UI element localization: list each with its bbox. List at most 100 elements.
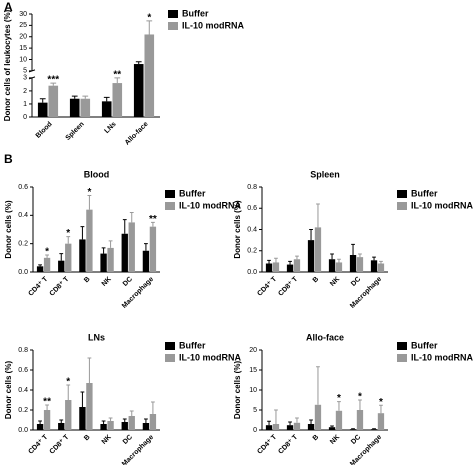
bar xyxy=(293,259,301,272)
significance-label: ** xyxy=(43,397,51,408)
x-tick-label: CD8⁺ T xyxy=(49,433,71,455)
bar xyxy=(307,424,315,430)
error-bar xyxy=(38,420,42,424)
error-bar xyxy=(295,417,299,423)
x-tick-label: DC xyxy=(350,434,362,446)
x-tick-label: Blood xyxy=(35,121,54,140)
legend-label: IL-10 modRNA xyxy=(182,20,245,30)
bar xyxy=(48,85,59,117)
bar xyxy=(65,400,72,430)
y-axis-label: Donor cells of leukocytes (%) xyxy=(3,9,12,121)
bar xyxy=(65,243,72,272)
error-bar xyxy=(358,399,362,410)
bar xyxy=(149,226,157,272)
legend-swatch xyxy=(397,354,407,362)
bar xyxy=(149,414,157,430)
y-tick-label: 15 xyxy=(249,367,257,374)
bar xyxy=(272,424,280,430)
significance-label: * xyxy=(66,377,70,388)
error-bar xyxy=(358,253,362,258)
error-bar xyxy=(66,384,71,400)
y-tick-label: 0.8 xyxy=(18,347,28,354)
legend-swatch xyxy=(168,22,178,30)
legend-label: IL-10 modRNA xyxy=(179,352,242,362)
y-tick-label: 10 xyxy=(249,387,257,394)
x-tick-label: Spleen xyxy=(65,121,86,142)
x-tick-label: CD4⁺ T xyxy=(256,433,278,455)
error-bar xyxy=(144,243,148,251)
y-tick-label: 0.0 xyxy=(18,269,28,276)
bar xyxy=(307,240,315,272)
x-tick-label: CD8⁺ T xyxy=(277,275,299,297)
x-tick-label: NK xyxy=(101,434,113,446)
x-tick-label: DC xyxy=(122,434,134,446)
bar xyxy=(370,429,378,430)
x-tick-label: Allo-face xyxy=(124,121,150,147)
y-tick-label: 0 xyxy=(253,427,257,434)
chart-title: Blood xyxy=(84,169,110,179)
y-tick-label: 0.4 xyxy=(247,226,257,233)
y-tick-label: 0 xyxy=(23,114,27,121)
bar xyxy=(349,429,357,430)
bar xyxy=(377,263,385,272)
error-bar xyxy=(274,257,278,263)
legend-label: IL-10 modRNA xyxy=(179,200,242,210)
bar xyxy=(107,247,114,272)
y-tick-label: 0.4 xyxy=(18,212,28,219)
y-axis-label: Donor cells (%) xyxy=(233,361,242,420)
error-bar xyxy=(80,391,85,407)
y-tick-label: 10 xyxy=(19,56,27,63)
x-tick-label: DC xyxy=(350,276,362,288)
x-tick-label: NK xyxy=(329,276,341,288)
bar xyxy=(272,262,280,272)
y-tick-label: 15 xyxy=(19,45,27,52)
significance-label: * xyxy=(66,228,70,239)
y-tick-label: 0.2 xyxy=(18,407,28,414)
error-bar xyxy=(288,260,292,265)
significance-label: * xyxy=(358,392,362,403)
legend-label: IL-10 modRNA xyxy=(411,200,474,210)
bar xyxy=(335,262,343,272)
bar xyxy=(121,422,128,430)
error-bar xyxy=(39,98,46,103)
bar xyxy=(69,98,80,117)
bar xyxy=(265,425,273,430)
bar xyxy=(36,424,44,430)
panel-label: B xyxy=(4,152,13,166)
x-tick-label: CD4⁺ T xyxy=(27,433,49,455)
y-tick-label: 3 xyxy=(23,75,27,82)
bar xyxy=(314,227,322,272)
error-bar xyxy=(135,61,142,65)
bar xyxy=(356,410,364,430)
error-bar xyxy=(330,253,334,260)
legend-swatch xyxy=(397,190,407,198)
error-bar xyxy=(288,421,292,426)
y-tick-label: 30 xyxy=(19,11,27,18)
bar xyxy=(133,64,144,117)
x-tick-label: NK xyxy=(101,276,113,288)
error-bar xyxy=(122,418,127,422)
error-bar xyxy=(337,258,341,263)
y-tick-label: 20 xyxy=(19,34,27,41)
y-tick-label: 0.6 xyxy=(18,184,28,191)
error-bar xyxy=(59,419,64,423)
chart-title: Spleen xyxy=(310,169,340,179)
error-bar xyxy=(267,420,271,426)
x-tick-label: B xyxy=(312,276,321,285)
bar xyxy=(128,416,135,430)
legend-label: Buffer xyxy=(411,340,438,350)
error-bar xyxy=(101,420,106,424)
x-tick-label: CD4⁺ T xyxy=(256,275,278,297)
bar xyxy=(286,264,294,272)
x-tick-label: B xyxy=(83,434,92,443)
bar xyxy=(328,259,336,272)
error-bar xyxy=(274,409,278,424)
error-bar xyxy=(330,425,334,428)
y-tick-label: 25 xyxy=(19,22,27,29)
y-tick-label: 0.2 xyxy=(247,248,257,255)
error-bar xyxy=(108,417,113,421)
error-bar xyxy=(295,255,299,260)
error-bar xyxy=(309,229,313,241)
error-bar xyxy=(151,401,155,414)
